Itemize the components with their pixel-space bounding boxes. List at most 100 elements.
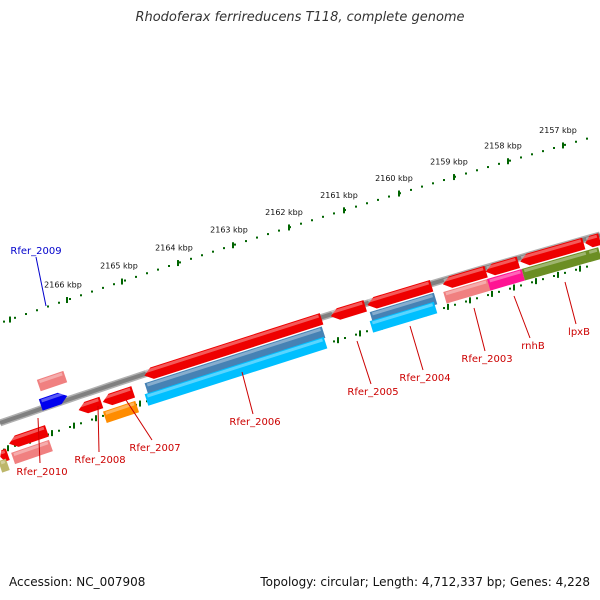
ruler-dot — [190, 257, 192, 260]
gene-label: Rfer_2005 — [347, 387, 398, 398]
scale-label: 2161 kbp — [320, 191, 358, 200]
ruler-dot — [454, 303, 456, 306]
ruler-dot — [498, 162, 500, 165]
ruler-dot — [256, 236, 258, 239]
gene-label-leader — [564, 281, 577, 325]
ruler-dot — [102, 286, 104, 289]
ruler-dot — [201, 254, 203, 257]
gene-rfer-2005-body — [330, 300, 367, 320]
ruler-dot — [498, 290, 500, 293]
ruler-dot — [14, 316, 16, 319]
ruler-dot — [564, 271, 566, 274]
ruler-dot — [476, 169, 478, 172]
gene-rfer-2009-shine — [39, 372, 63, 384]
accession-text: Accession: NC_007908 — [9, 575, 146, 589]
gene-partial-2 — [0, 458, 10, 473]
gene-rfer-2006 — [144, 313, 324, 379]
gene-rfer-2003-shine — [443, 267, 484, 282]
scale-label: 2163 kbp — [210, 226, 248, 235]
gene-rfer-2007-rna-shine — [105, 402, 135, 415]
ruler-dot — [465, 300, 467, 303]
scale-label: 2162 kbp — [265, 208, 303, 217]
gene-rfer-2006-band — [144, 326, 326, 395]
ruler-dot — [311, 219, 313, 222]
gene-rfer-2004-body — [367, 279, 434, 309]
ruler-dot — [245, 240, 247, 243]
gene-partial-2-shine — [0, 460, 6, 465]
gene-rfer-2009-body — [36, 370, 68, 392]
gene-lpxB — [520, 237, 586, 266]
ruler-dot — [377, 198, 379, 201]
ruler-dot — [465, 172, 467, 175]
ruler-dot — [575, 140, 577, 143]
ruler-dot — [553, 274, 555, 277]
scale-label: 2157 kbp — [539, 126, 577, 135]
gene-rfer-2008 — [78, 396, 104, 414]
ruler-dot — [487, 294, 489, 297]
ruler-dot — [113, 283, 115, 286]
gene-label: Rfer_2004 — [399, 373, 450, 384]
scale-label: 2165 kbp — [100, 262, 138, 271]
ruler-dot — [223, 247, 225, 250]
ruler-dot — [553, 146, 555, 149]
gene-lpxB-body — [520, 237, 586, 266]
ruler-dot — [388, 195, 390, 198]
gene-rfer-2003 — [442, 265, 488, 288]
gene-rfer-2008-shine — [78, 398, 99, 408]
map-title: Rhodoferax ferrireducens T118, complete … — [135, 10, 465, 25]
ruler-dot — [14, 444, 16, 447]
ruler-dot — [58, 429, 60, 432]
ruler-dot — [322, 215, 324, 218]
gene-rfer-2005 — [330, 300, 367, 320]
gene-label-leader — [513, 295, 531, 339]
ruler-dot — [333, 340, 335, 343]
topology-text: Topology: circular; Length: 4,712,337 bp… — [260, 575, 590, 589]
ruler-dot — [234, 243, 236, 246]
ruler-dot — [487, 166, 489, 169]
gene-rfer-2009 — [36, 370, 68, 392]
gene-label: Rfer_2009 — [10, 246, 61, 257]
gene-label-leader — [35, 256, 47, 307]
ruler-dot — [3, 320, 5, 323]
scale-label: 2160 kbp — [375, 174, 413, 183]
gene-rfer-2003-rna-shine — [445, 280, 487, 296]
gene-partial-shine — [0, 450, 6, 455]
gene-partial-right-2 — [586, 247, 600, 263]
gene-rfer-2005-shine — [331, 301, 363, 314]
gene-lpxB-rna-body — [521, 250, 591, 281]
gene-rfer-2008-body — [78, 396, 104, 414]
gene-label-leader — [409, 325, 424, 371]
gene-rfer-2003-body — [442, 265, 488, 288]
ruler-dot — [157, 268, 159, 271]
gene-rfer-2004-band-body — [369, 292, 438, 324]
gene-rnhB-body — [485, 256, 520, 276]
ruler-dot — [476, 297, 478, 300]
ruler-dot — [443, 179, 445, 182]
ruler-dot — [267, 233, 269, 236]
ruler-dot — [344, 337, 346, 340]
ruler-dot — [586, 265, 588, 268]
gene-label-leader — [37, 417, 41, 464]
gene-rfer-2004-band — [369, 292, 438, 324]
gene-rfer-2006-band-2-shine — [146, 338, 324, 398]
gene-label: Rfer_2010 — [16, 467, 67, 478]
ruler-dot — [531, 153, 533, 156]
gene-rfer-2006-band-shine — [146, 328, 322, 387]
ruler-dot — [69, 298, 71, 301]
ruler-dot — [531, 281, 533, 284]
gene-rfer-2003-rna — [443, 278, 491, 304]
gene-rfer-2004-band-shine — [371, 294, 434, 316]
ruler-dot — [146, 272, 148, 275]
gene-rfer-2009-cds-body — [38, 392, 68, 411]
ruler-dot — [509, 287, 511, 290]
ruler-dot — [443, 307, 445, 310]
ruler-dot — [47, 305, 49, 308]
ruler-dot — [410, 188, 412, 191]
ruler-dot — [102, 414, 104, 417]
ruler-dot — [542, 150, 544, 153]
ruler-dot — [278, 229, 280, 232]
gene-label-leader — [241, 371, 254, 415]
gene-label: Rfer_2003 — [461, 354, 512, 365]
gene-rnhB-rna-shine — [489, 270, 521, 283]
gene-label: rnhB — [521, 341, 545, 352]
